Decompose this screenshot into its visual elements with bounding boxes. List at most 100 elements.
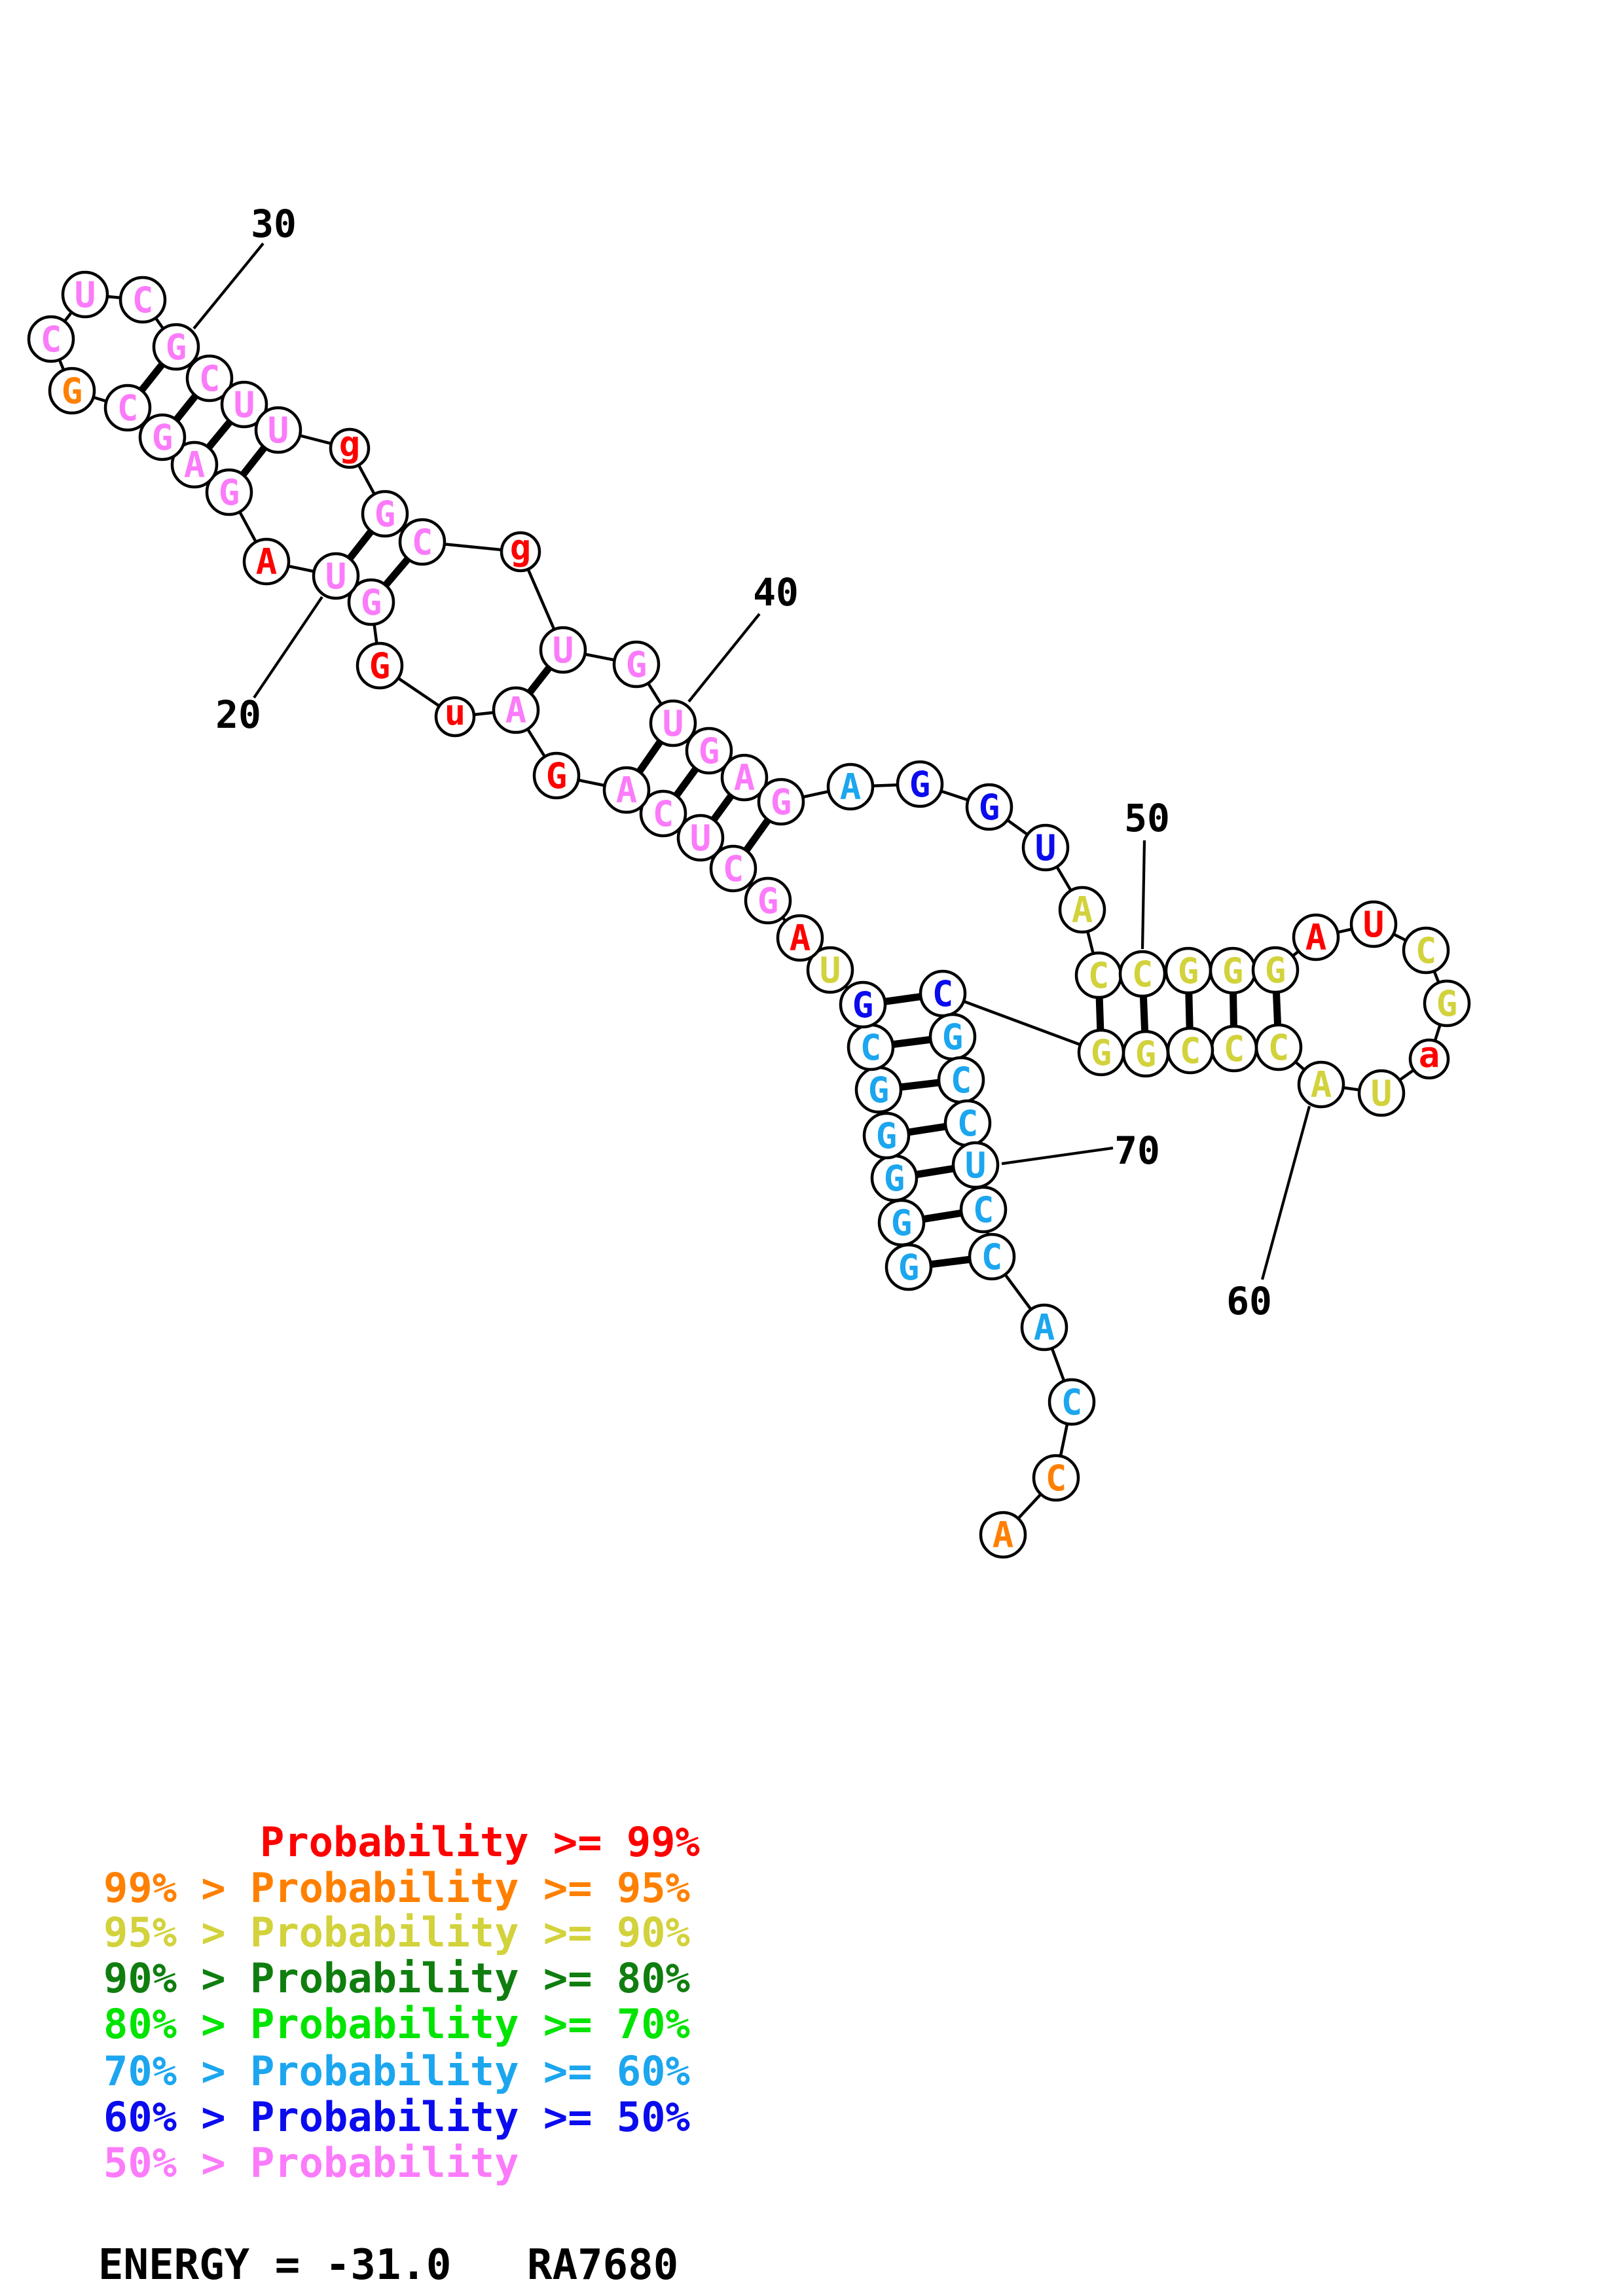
- nucleotide-base-31: C: [199, 358, 221, 399]
- label-leader-70: [1001, 1146, 1114, 1166]
- nucleotide-base-40: U: [663, 703, 684, 744]
- nucleotide-circle-18: [356, 641, 404, 690]
- nucleotide-base-76: A: [993, 1515, 1014, 1556]
- nucleotide-base-4: G: [876, 1115, 898, 1157]
- nucleotide-base-9: A: [790, 918, 811, 959]
- nucleotide-circle-71: [959, 1185, 1008, 1234]
- nucleotide-base-67: G: [942, 1016, 964, 1058]
- nucleotide-circle-13: [639, 789, 687, 838]
- nucleotide-base-2: G: [891, 1202, 913, 1244]
- nucleotide-circle-58: [1408, 1038, 1450, 1080]
- legend-line-5: 70% > Probability >= 60%: [103, 2047, 690, 2095]
- nucleotide-base-75: C: [1046, 1458, 1067, 1499]
- nucleotide-base-20: U: [325, 556, 347, 597]
- nucleotide-circle-30: [152, 323, 200, 371]
- nucleotide-circle-28: [61, 270, 109, 319]
- nucleotide-base-14: A: [616, 770, 638, 811]
- nucleotide-circle-55: [1349, 900, 1398, 948]
- nucleotide-base-61: C: [1268, 1027, 1290, 1068]
- nucleotide-circle-73: [1020, 1303, 1068, 1352]
- nucleotide-circle-27: [27, 315, 75, 363]
- nucleotide-base-12: U: [690, 817, 712, 859]
- nucleotide-circle-57: [1423, 979, 1471, 1028]
- nucleotide-circle-17: [434, 696, 476, 738]
- nucleotide-circle-54: [1292, 913, 1340, 961]
- nucleotide-circle-7: [839, 980, 887, 1029]
- nucleotide-base-56: C: [1415, 930, 1437, 971]
- label-leader-60: [1260, 1105, 1311, 1280]
- nucleotide-base-7: G: [852, 984, 874, 1026]
- nucleotide-base-51: G: [1178, 950, 1199, 992]
- nucleotide-base-74: C: [1061, 1382, 1083, 1423]
- nucleotide-base-66: C: [932, 973, 954, 1014]
- nucleotide-base-45: G: [909, 764, 931, 805]
- nucleotide-base-46: G: [979, 787, 1000, 828]
- nucleotide-base-32: U: [234, 384, 255, 425]
- nucleotide-circle-47: [1021, 823, 1070, 872]
- nucleotide-circle-75: [1032, 1454, 1080, 1502]
- label-leader-30: [192, 242, 264, 330]
- nucleotide-base-15: G: [546, 755, 568, 797]
- nucleotide-circle-25: [103, 384, 152, 432]
- nucleotide-base-49: C: [1088, 955, 1110, 996]
- label-leader-50: [1140, 840, 1146, 950]
- nucleotide-base-26: G: [62, 370, 83, 412]
- position-label-60: 60: [1226, 1279, 1272, 1323]
- nucleotide-circle-15: [532, 751, 581, 800]
- nucleotide-circle-50: [1118, 950, 1167, 998]
- nucleotide-circle-33: [254, 406, 302, 454]
- legend-line-4: 80% > Probability >= 70%: [103, 2000, 690, 2048]
- nucleotide-base-17: u: [445, 692, 466, 733]
- energy-label: ENERGY = -31.0 RA7680: [98, 2241, 679, 2289]
- nucleotide-base-10: G: [757, 880, 779, 922]
- position-label-50: 50: [1124, 796, 1170, 840]
- nucleotide-base-21: A: [256, 541, 278, 583]
- nucleotide-base-41: G: [699, 730, 720, 772]
- nucleotide-circle-40: [649, 699, 697, 747]
- nucleotide-circle-20: [312, 552, 360, 600]
- nucleotide-base-69: C: [957, 1103, 979, 1144]
- nucleotide-base-73: A: [1034, 1307, 1055, 1348]
- nucleotide-base-29: C: [132, 279, 154, 321]
- nucleotide-base-28: U: [75, 274, 96, 315]
- nucleotide-base-30: G: [166, 327, 187, 368]
- position-label-70: 70: [1114, 1128, 1160, 1173]
- nucleotide-base-3: G: [884, 1158, 905, 1199]
- nucleotide-base-6: C: [860, 1027, 882, 1068]
- nucleotide-base-11: C: [723, 848, 744, 889]
- nucleotide-circle-26: [48, 367, 96, 415]
- nucleotide-base-55: U: [1363, 904, 1385, 945]
- legend-line-2: 95% > Probability >= 90%: [103, 1909, 690, 1956]
- nucleotide-base-70: U: [965, 1145, 987, 1186]
- nucleotide-base-68: C: [951, 1060, 972, 1101]
- nucleotide-base-16: A: [505, 690, 527, 731]
- legend-line-3: 90% > Probability >= 80%: [103, 1954, 690, 2002]
- nucleotide-circle-34: [329, 427, 371, 469]
- nucleotide-base-59: U: [1371, 1073, 1393, 1114]
- nucleotide-base-34: g: [339, 423, 361, 465]
- nucleotide-base-52: G: [1222, 950, 1244, 992]
- nucleotide-base-13: C: [653, 793, 674, 834]
- nucleotide-base-24: G: [152, 417, 173, 458]
- nucleotide-base-54: A: [1305, 917, 1327, 958]
- nucleotide-circle-37: [500, 531, 541, 573]
- nucleotide-base-57: G: [1436, 983, 1458, 1024]
- nucleotide-circle-44: [826, 762, 875, 811]
- legend-line-6: 60% > Probability >= 50%: [103, 2093, 690, 2141]
- label-leader-20: [253, 596, 323, 699]
- nucleotide-base-44: A: [840, 766, 862, 808]
- nucleotide-base-5: G: [868, 1069, 890, 1111]
- nucleotide-base-64: G: [1135, 1033, 1157, 1075]
- nucleotide-circle-10: [744, 876, 792, 925]
- nucleotide-base-23: A: [184, 444, 206, 486]
- backbone-bond-65-66: [942, 992, 1102, 1054]
- nucleotide-circle-72: [968, 1232, 1016, 1281]
- nucleotide-circle-9: [776, 914, 824, 962]
- nucleotide-base-43: G: [771, 781, 792, 823]
- nucleotide-base-58: a: [1419, 1034, 1440, 1075]
- nucleotide-base-65: G: [1091, 1032, 1112, 1073]
- position-label-40: 40: [753, 570, 799, 615]
- nucleotide-circle-11: [709, 844, 757, 893]
- nucleotide-circle-12: [676, 814, 725, 862]
